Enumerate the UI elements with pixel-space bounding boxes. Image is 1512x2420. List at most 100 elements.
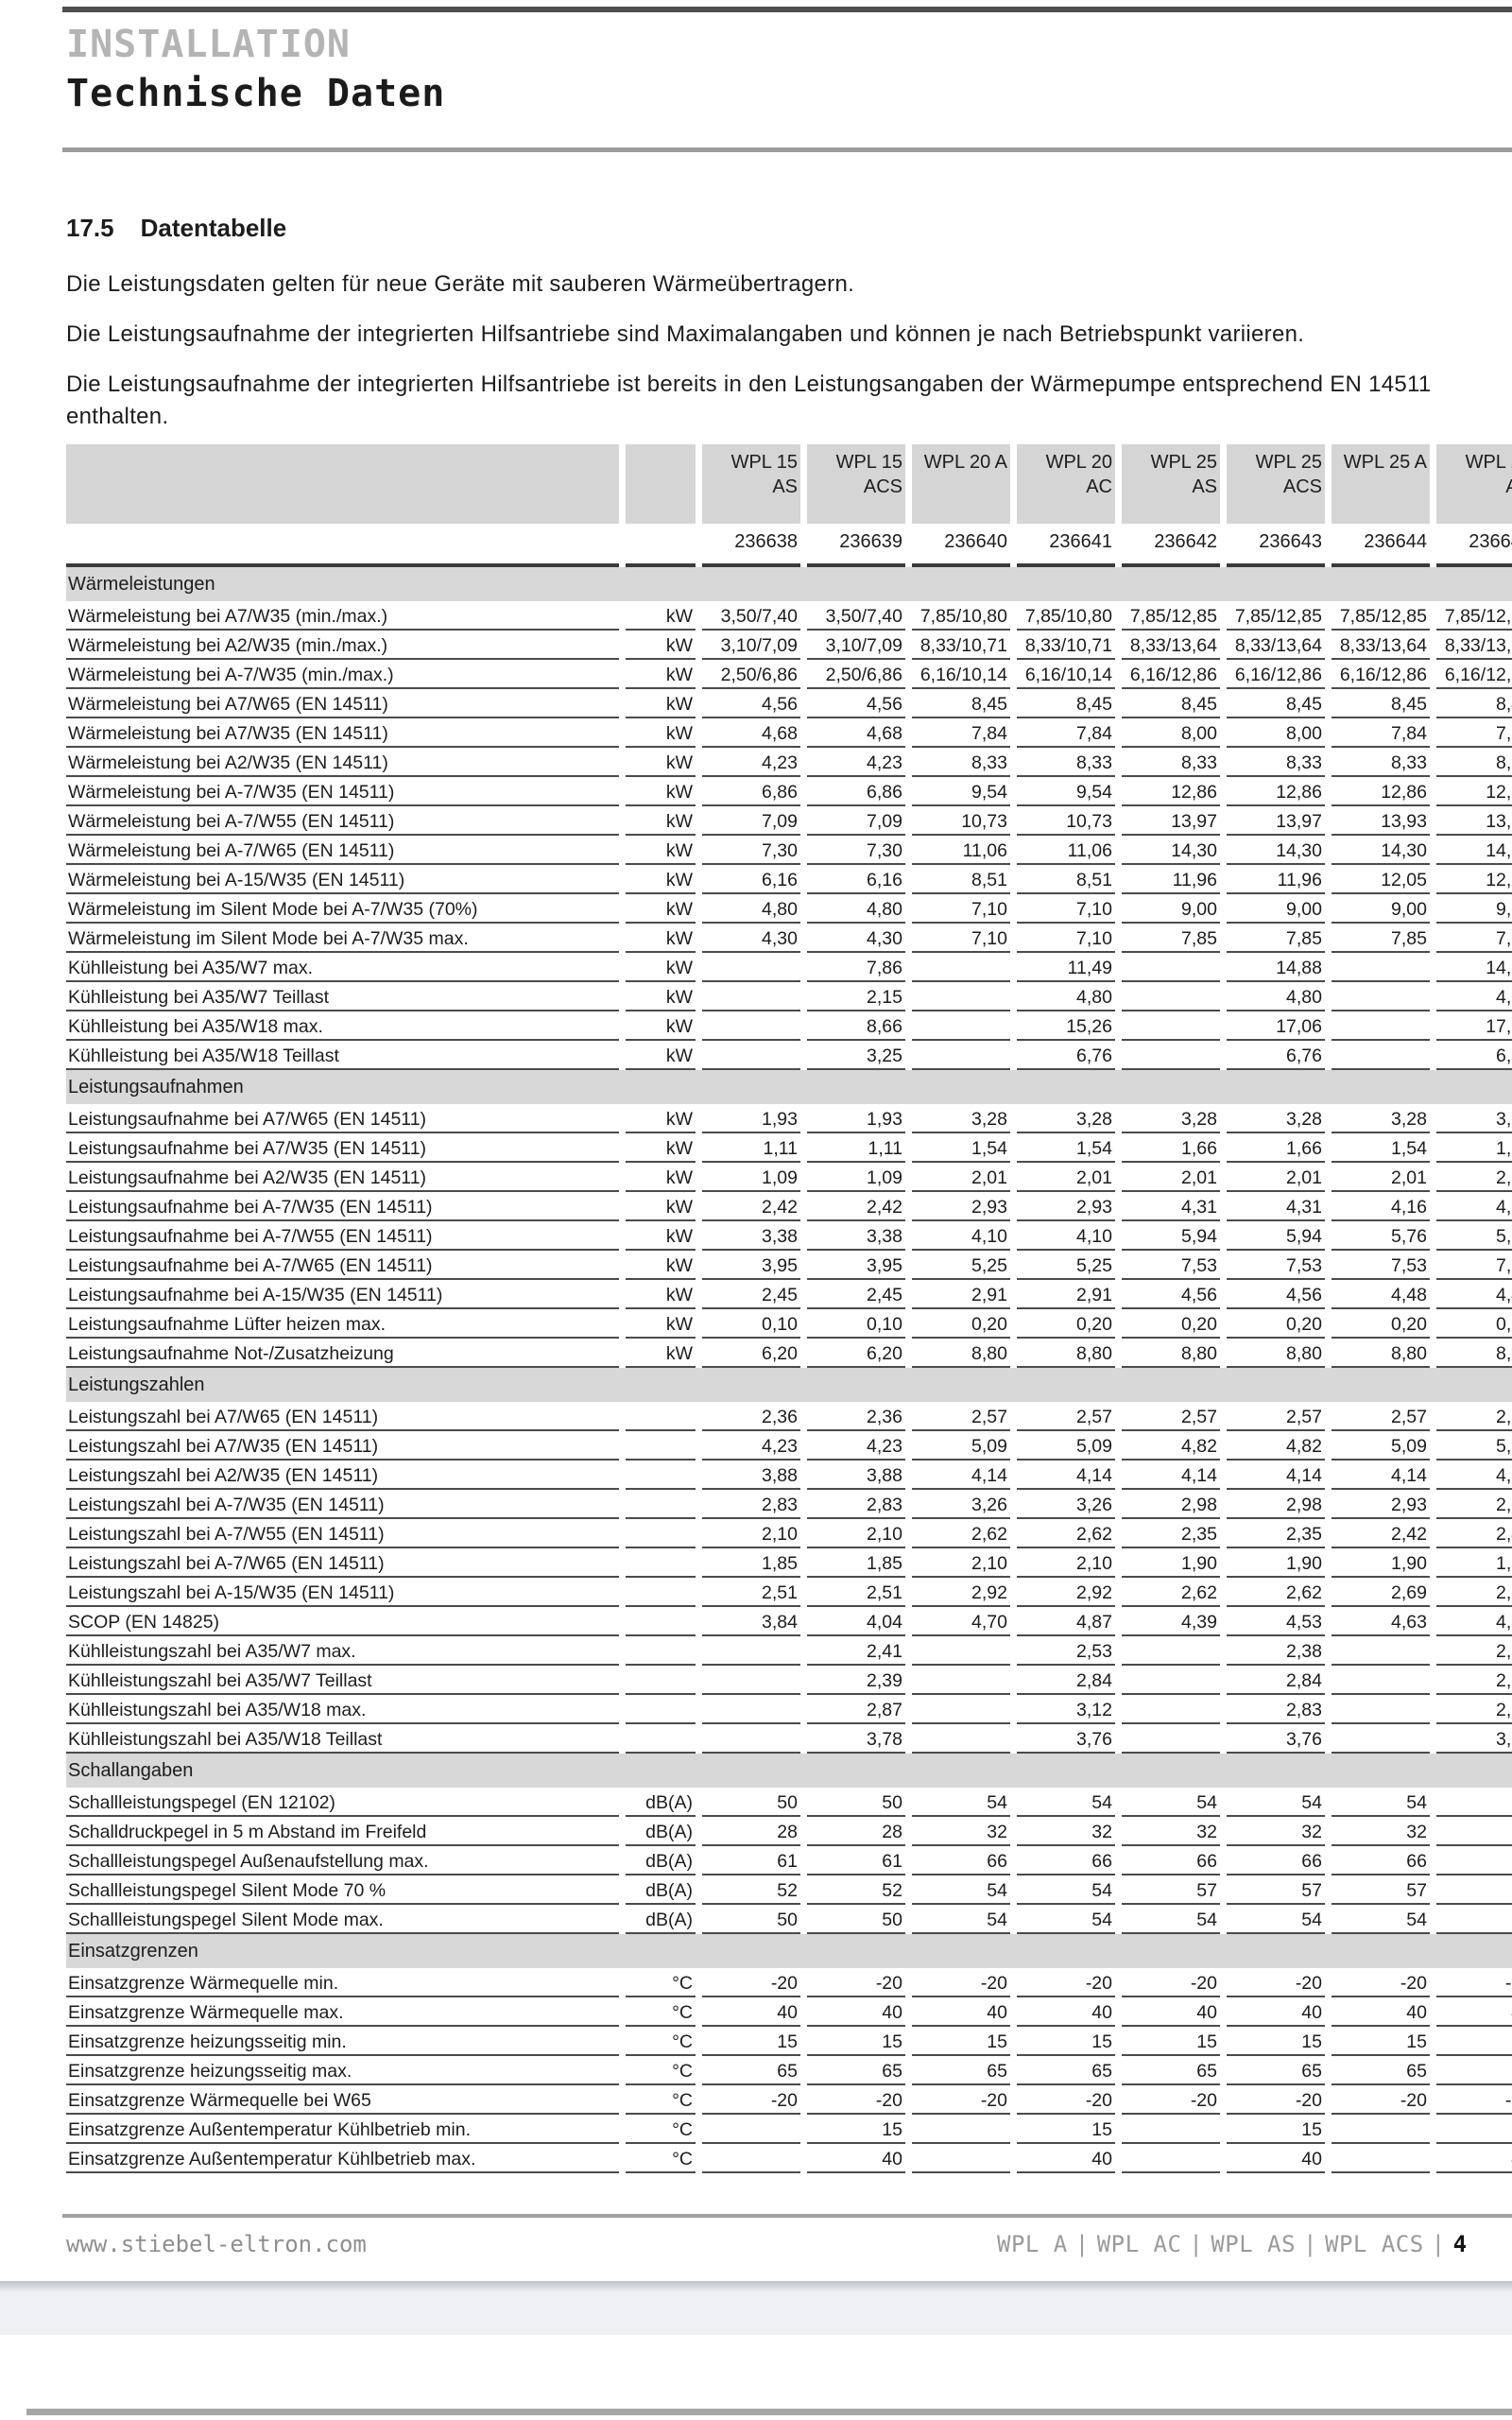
value-cell: 1,66	[1122, 1133, 1220, 1163]
value-cell: 7,09	[807, 806, 905, 836]
value-cell: 65	[702, 2056, 800, 2085]
value-cell: -20	[1227, 1968, 1325, 1997]
unit-cell: dB(A)	[626, 1905, 696, 1934]
value-cell: 5,76	[1332, 1221, 1430, 1251]
value-cell: 13,93	[1436, 806, 1512, 836]
value-cell: 2,83	[807, 1490, 905, 1519]
value-cell: 8,33	[1436, 748, 1512, 777]
value-cell	[1332, 2144, 1430, 2173]
table-row: Kühlleistungszahl bei A35/W7 Teillast 2,3…	[66, 1666, 1512, 1695]
section-band: Wärmeleistungen	[66, 567, 1512, 601]
value-cell: 3,26	[912, 1490, 1010, 1519]
value-cell: 40	[912, 1997, 1010, 2027]
value-cell: 65	[1227, 2056, 1325, 2085]
value-cell: 54	[1122, 1788, 1220, 1817]
value-cell: 54	[1122, 1905, 1220, 1934]
row-label: Leistungszahl bei A-7/W65 (EN 14511)	[66, 1548, 619, 1578]
table-row: Schallleistungspegel Silent Mode 70 % dB(…	[66, 1876, 1512, 1905]
row-label: Schallleistungspegel Silent Mode max.	[66, 1905, 619, 1934]
value-cell	[1332, 1724, 1430, 1754]
value-cell: 8,00	[1122, 718, 1220, 748]
value-cell: 54	[1017, 1788, 1115, 1817]
value-cell: 2,01	[1017, 1163, 1115, 1192]
value-cell: 15	[1436, 2115, 1512, 2144]
value-cell: 2,98	[1227, 1490, 1325, 1519]
value-cell: 2,84	[1436, 1666, 1512, 1695]
value-cell: 8,33	[912, 748, 1010, 777]
value-cell: 66	[1227, 1846, 1325, 1876]
value-cell: 4,31	[1122, 1192, 1220, 1221]
value-cell: 1,54	[1332, 1133, 1430, 1163]
value-cell: 2,62	[1017, 1519, 1115, 1548]
row-label: Leistungszahl bei A-7/W35 (EN 14511)	[66, 1490, 619, 1519]
value-cell: 7,85/12,85	[1122, 601, 1220, 631]
table-row: SCOP (EN 14825) 3,84 4,04 4,70 4,87 4,39 4,53 4…	[66, 1607, 1512, 1636]
value-cell: 2,53	[1017, 1636, 1115, 1666]
value-cell: 4,04	[807, 1607, 905, 1636]
value-cell: 17,06	[1436, 1011, 1512, 1041]
footer-separator: |	[1303, 2231, 1318, 2257]
row-label: Wärmeleistung bei A-7/W55 (EN 14511)	[66, 806, 619, 836]
value-cell: 8,45	[1122, 689, 1220, 718]
table-row: Wärmeleistung bei A2/W35 (min./max.) kW 3,…	[66, 631, 1512, 660]
value-cell: 8,33/13,64	[1227, 631, 1325, 660]
row-label: Wärmeleistung bei A-15/W35 (EN 14511)	[66, 865, 619, 894]
row-label: Leistungszahl bei A7/W35 (EN 14511)	[66, 1431, 619, 1461]
table-row: Leistungszahl bei A-7/W35 (EN 14511) 2,83…	[66, 1490, 1512, 1519]
value-cell: 2,93	[912, 1192, 1010, 1221]
table-row: Schallleistungspegel (EN 12102) dB(A) 50 50…	[66, 1788, 1512, 1817]
unit-cell: dB(A)	[626, 1788, 696, 1817]
value-cell	[912, 1011, 1010, 1041]
unit-cell: kW	[626, 1280, 696, 1309]
table-row: Leistungsaufnahme bei A-7/W35 (EN 14511)…	[66, 1192, 1512, 1221]
value-cell: 4,30	[702, 924, 800, 953]
value-cell: 54	[912, 1905, 1010, 1934]
value-cell: 2,01	[1436, 1163, 1512, 1192]
unit-cell: kW	[626, 1041, 696, 1070]
value-cell: 32	[1017, 1817, 1115, 1846]
value-cell: 2,42	[807, 1192, 905, 1221]
unit-cell	[626, 1724, 696, 1754]
value-cell: 2,92	[1017, 1578, 1115, 1607]
order-number: 236644	[1332, 524, 1430, 567]
value-cell: 3,12	[1017, 1695, 1115, 1724]
value-cell: 4,56	[1122, 1280, 1220, 1309]
value-cell	[1122, 1724, 1220, 1754]
value-cell: 32	[1227, 1817, 1325, 1846]
value-cell: 50	[702, 1905, 800, 1934]
value-cell: 3,28	[912, 1104, 1010, 1133]
value-cell: 0,20	[1332, 1309, 1430, 1339]
value-cell	[702, 2144, 800, 2173]
intro-line: enthalten.	[66, 404, 169, 429]
table-row: Leistungsaufnahme Not-/Zusatzheizung kW 6,…	[66, 1339, 1512, 1368]
value-cell	[702, 1695, 800, 1724]
value-cell: 2,87	[807, 1695, 905, 1724]
value-cell: -20	[1017, 1968, 1115, 1997]
unit-cell: kW	[626, 660, 696, 689]
value-cell: 4,82	[1122, 1431, 1220, 1461]
row-label: Leistungszahl bei A7/W65 (EN 14511)	[66, 1402, 619, 1431]
value-cell	[912, 2144, 1010, 2173]
value-cell: 40	[702, 1997, 800, 2027]
value-cell: 8,80	[1227, 1339, 1325, 1368]
value-cell: 0,20	[1122, 1309, 1220, 1339]
unit-cell: dB(A)	[626, 1817, 696, 1846]
value-cell	[1122, 1041, 1220, 1070]
value-cell: 32	[912, 1817, 1010, 1846]
value-cell: 5,25	[912, 1251, 1010, 1280]
value-cell: 7,85/10,80	[1017, 601, 1115, 631]
value-cell: 32	[1122, 1817, 1220, 1846]
data-table: WPL 15 AS WPL 15 ACS WPL 20 A WPL 20 AC WPL …	[66, 444, 1512, 2173]
intro-paragraphs: Die Leistungsdaten gelten für neue Gerät…	[66, 268, 1432, 451]
value-cell: 2,92	[912, 1578, 1010, 1607]
header-divider	[62, 147, 1512, 152]
value-cell: 4,56	[1227, 1280, 1325, 1309]
value-cell: 12,86	[1227, 777, 1325, 806]
table-row: Leistungsaufnahme bei A7/W65 (EN 14511) k…	[66, 1104, 1512, 1133]
unit-cell: kW	[626, 689, 696, 718]
value-cell: 2,62	[1227, 1578, 1325, 1607]
value-cell: 8,51	[1017, 865, 1115, 894]
value-cell: 7,84	[912, 718, 1010, 748]
value-cell: 40	[1332, 1997, 1430, 2027]
row-label: Kühlleistung bei A35/W7 max.	[66, 953, 619, 982]
